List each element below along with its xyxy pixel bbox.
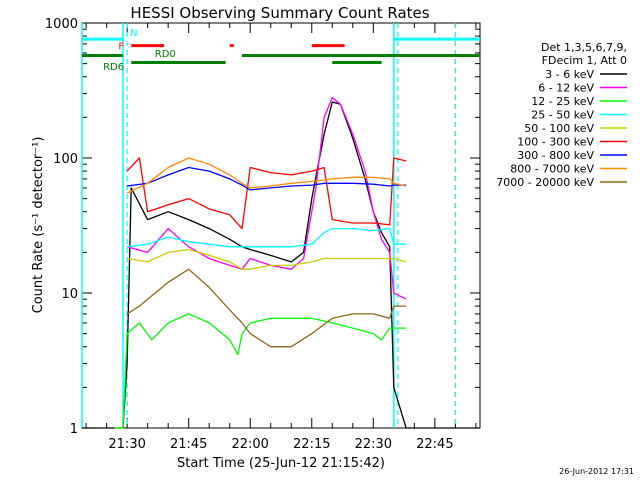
y-tick-label: 100 — [53, 152, 78, 167]
series-line-25-50-kev — [127, 227, 407, 248]
chart-xlabel: Start Time (25-Jun-12 21:15:42) — [177, 456, 385, 471]
series-line-100-300-kev — [126, 157, 407, 230]
chart-title: HESSI Observing Summary Count Rates — [130, 4, 429, 22]
series-line-300-800-kev — [127, 166, 407, 191]
y-tick-label: 1 — [70, 422, 78, 437]
series-lines — [82, 96, 480, 429]
flag-label-rd0: RD0 — [155, 49, 176, 60]
y-tick-label: 10 — [61, 287, 78, 302]
plot-frame — [81, 22, 481, 429]
x-tick-label: 21:30 — [108, 437, 145, 452]
flag-label-f: F — [118, 42, 124, 53]
series-line-50-100-kev — [126, 248, 407, 270]
legend-label: 100 - 300 keV — [517, 136, 594, 149]
flag-bars: NF RD0 RD6 — [82, 28, 480, 73]
x-tick-label: 22:15 — [293, 437, 330, 452]
x-tick-label: 22:00 — [231, 437, 268, 452]
legend-header-line-2: FDecim 1, Att 0 — [542, 54, 627, 67]
legend-label: 3 - 6 keV — [545, 68, 594, 81]
legend-label: 300 - 800 keV — [517, 149, 594, 162]
series-line-800-7000-kev — [126, 157, 407, 194]
y-axis: 1 10 100 1000 — [45, 17, 480, 437]
legend-label: 7000 - 20000 keV — [496, 176, 594, 189]
legend-label: 25 - 50 keV — [531, 109, 594, 122]
series-line-6-12-kev — [126, 96, 407, 300]
legend: Det 1,3,5,6,7,9, FDecim 1, Att 0 3 - 6 k… — [496, 41, 627, 189]
x-tick-label: 21:45 — [170, 437, 207, 452]
chart-timestamp: 26-Jun-2012 17:31 — [559, 467, 634, 476]
plot-area — [81, 22, 481, 429]
series-line-12-25-kev — [114, 313, 407, 429]
x-tick-label: 22:30 — [355, 437, 392, 452]
series-line-7000-20000-kev — [126, 268, 407, 348]
legend-label: 50 - 100 keV — [524, 122, 594, 135]
legend-label: 12 - 25 keV — [531, 95, 594, 108]
legend-label: 6 - 12 keV — [538, 82, 594, 95]
legend-label: 800 - 7000 keV — [510, 163, 594, 176]
x-axis: 21:30 21:45 22:00 22:15 22:30 22:45 — [85, 23, 477, 452]
chart-ylabel: Count Rate (s⁻¹ detector⁻¹) — [31, 137, 46, 314]
vertical-markers — [81, 23, 456, 428]
legend-header-line-1: Det 1,3,5,6,7,9, — [541, 41, 627, 54]
x-tick-label: 22:45 — [416, 437, 453, 452]
flag-label-n: N — [130, 28, 137, 39]
y-tick-label: 1000 — [45, 17, 78, 32]
flag-label-rd6: RD6 — [103, 62, 124, 73]
